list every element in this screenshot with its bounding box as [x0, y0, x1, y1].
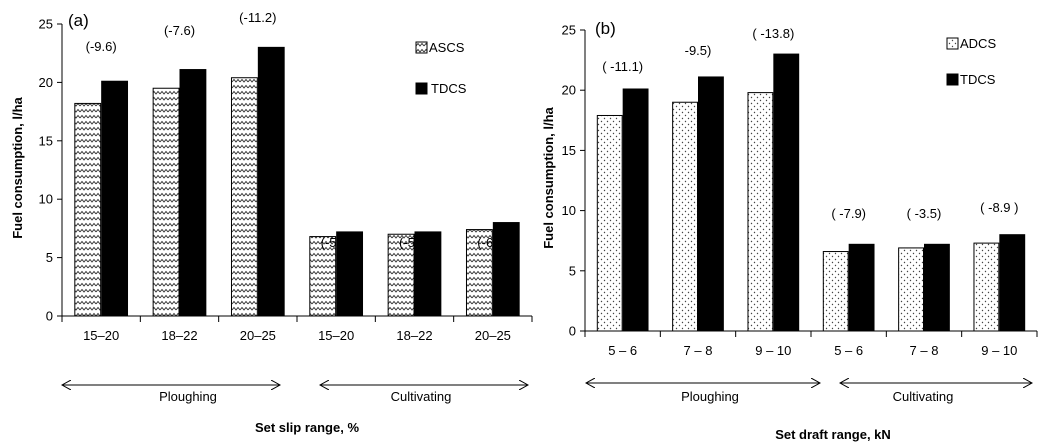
panel-a-bar-ascs: [152, 87, 180, 317]
panel-b-bar-tdcs: [848, 243, 875, 332]
panel-a-y-tick-label: 10: [39, 192, 53, 207]
panel-b-group-cultivating: Cultivating: [893, 389, 954, 404]
panel-b-bar-annotation: ( -13.8): [752, 26, 794, 41]
panel-b-category-label: 9 – 10: [981, 343, 1017, 358]
panel-b-y-tick-label: 5: [569, 263, 576, 278]
panel-b-legend-label-tdcs: TDCS: [960, 72, 996, 87]
panel-b-legend-swatch-adcs: [946, 37, 959, 50]
panel-a-category-label: 20–25: [240, 328, 276, 343]
panel-b-x-axis-title: Set draft range, kN: [775, 427, 891, 442]
panel-b-category-label: 9 – 10: [755, 343, 791, 358]
panel-a-x-axis-title: Set slip range, %: [255, 420, 359, 435]
panel-b-bar-adcs: [822, 251, 849, 332]
panel-b-bar-tdcs: [622, 88, 649, 332]
panel-a-category-label: 15–20: [318, 328, 354, 343]
panel-b-bar-annotation: ( -7.9): [831, 206, 866, 221]
panel-b-y-tick-label: 0: [569, 324, 576, 339]
panel-a-bar-tdcs: [101, 80, 129, 317]
panel-a-bar-annotation: (-6.4): [477, 235, 508, 250]
panel-b-bar-adcs: [973, 242, 1000, 332]
panel-b-bar-tdcs: [999, 234, 1026, 332]
panel-b-y-axis-title: Fuel consumption, l/ha: [541, 106, 556, 248]
panel-a-y-tick-label: 15: [39, 133, 53, 148]
panel-b-group-ploughing: Ploughing: [681, 389, 739, 404]
panel-b-category-label: 5 – 6: [834, 343, 863, 358]
panel-a-bar-ascs: [230, 77, 258, 317]
panel-b-bar-tdcs: [773, 53, 800, 332]
panel-a-bar-tdcs: [179, 69, 207, 317]
panel-a-bar-ascs: [387, 233, 415, 317]
panel-a-legend-label-tdcs: TDCS: [431, 81, 467, 96]
panel-b-bar-annotation: ( -8.9 ): [980, 200, 1018, 215]
panel-a-y-tick-label: 5: [46, 250, 53, 265]
panel-a-y-tick-label: 20: [39, 75, 53, 90]
panel-a-bar-annotation: (-5.3): [399, 235, 430, 250]
panel-a-label: (a): [68, 11, 89, 30]
panel-a-bar-tdcs: [257, 46, 285, 317]
panel-b-bar-adcs: [898, 247, 925, 332]
panel-b-bar-adcs: [596, 114, 623, 332]
panel-b-bar-annotation: -9.5): [685, 43, 712, 58]
panel-b-legend-swatch-tdcs: [946, 73, 959, 86]
panel-a-category-label: 18–22: [396, 328, 432, 343]
panel-a-group-cultivating: Cultivating: [391, 389, 452, 404]
plot-layer: 0 5 10 15 20 25 15–20 (-9.6) 18–22 (-7.6) 20–25 (-1…: [39, 10, 1038, 358]
panel-a-bar-tdcs: [336, 231, 364, 317]
panel-b-y-tick-label: 15: [562, 143, 576, 158]
panel-a-y-tick-label: 25: [39, 17, 53, 32]
panel-b-category-label: 7 – 8: [910, 343, 939, 358]
panel-a-bar-tdcs: [414, 231, 442, 317]
panel-b-bar-annotation: ( -11.1): [602, 59, 643, 74]
panel-b-bar-adcs: [672, 101, 699, 332]
panel-b-y-tick-label: 25: [562, 23, 576, 38]
panel-a-category-label: 15–20: [83, 328, 119, 343]
panel-b-category-label: 7 – 8: [684, 343, 713, 358]
panel-b-y-tick-label: 10: [562, 203, 576, 218]
panel-b-bar-adcs: [747, 92, 774, 332]
panel-a-group-ploughing: Ploughing: [159, 389, 217, 404]
panel-a-bar-annotation: (-7.6): [164, 23, 195, 38]
panel-b-category-label: 5 – 6: [608, 343, 637, 358]
panel-b-bar-annotation: ( -3.5): [907, 206, 942, 221]
panel-a-category-label: 20–25: [475, 328, 511, 343]
panel-a-y-axis-title: Fuel consumption, l/ha: [10, 96, 25, 238]
panel-a-legend-label-ascs: ASCS: [429, 40, 465, 55]
panel-b-y-tick-label: 20: [562, 83, 576, 98]
panel-a-legend-swatch-tdcs: [415, 82, 428, 95]
panel-a-bar-ascs: [309, 236, 337, 317]
panel-a-y-tick-label: 0: [46, 309, 53, 324]
panel-a-bar-annotation: (-9.6): [86, 39, 117, 54]
panel-a-bar-ascs: [465, 229, 493, 317]
panel-a-category-label: 18–22: [161, 328, 197, 343]
panel-a-bar-annotation: (-5.2): [321, 235, 352, 250]
panel-a-bar-annotation: (-11.2): [239, 10, 276, 25]
panel-a-bar-tdcs: [492, 222, 520, 317]
panel-b-legend-label-adcs: ADCS: [960, 36, 996, 51]
panel-b-bar-tdcs: [698, 76, 724, 332]
panel-b-bar-tdcs: [924, 243, 950, 332]
panel-b-label: (b): [595, 19, 616, 38]
panel-a-legend-swatch-ascs: [415, 41, 428, 54]
panel-a-bar-ascs: [74, 102, 102, 317]
